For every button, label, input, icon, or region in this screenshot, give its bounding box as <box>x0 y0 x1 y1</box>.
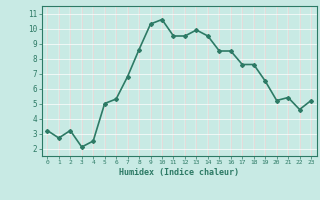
X-axis label: Humidex (Indice chaleur): Humidex (Indice chaleur) <box>119 168 239 177</box>
